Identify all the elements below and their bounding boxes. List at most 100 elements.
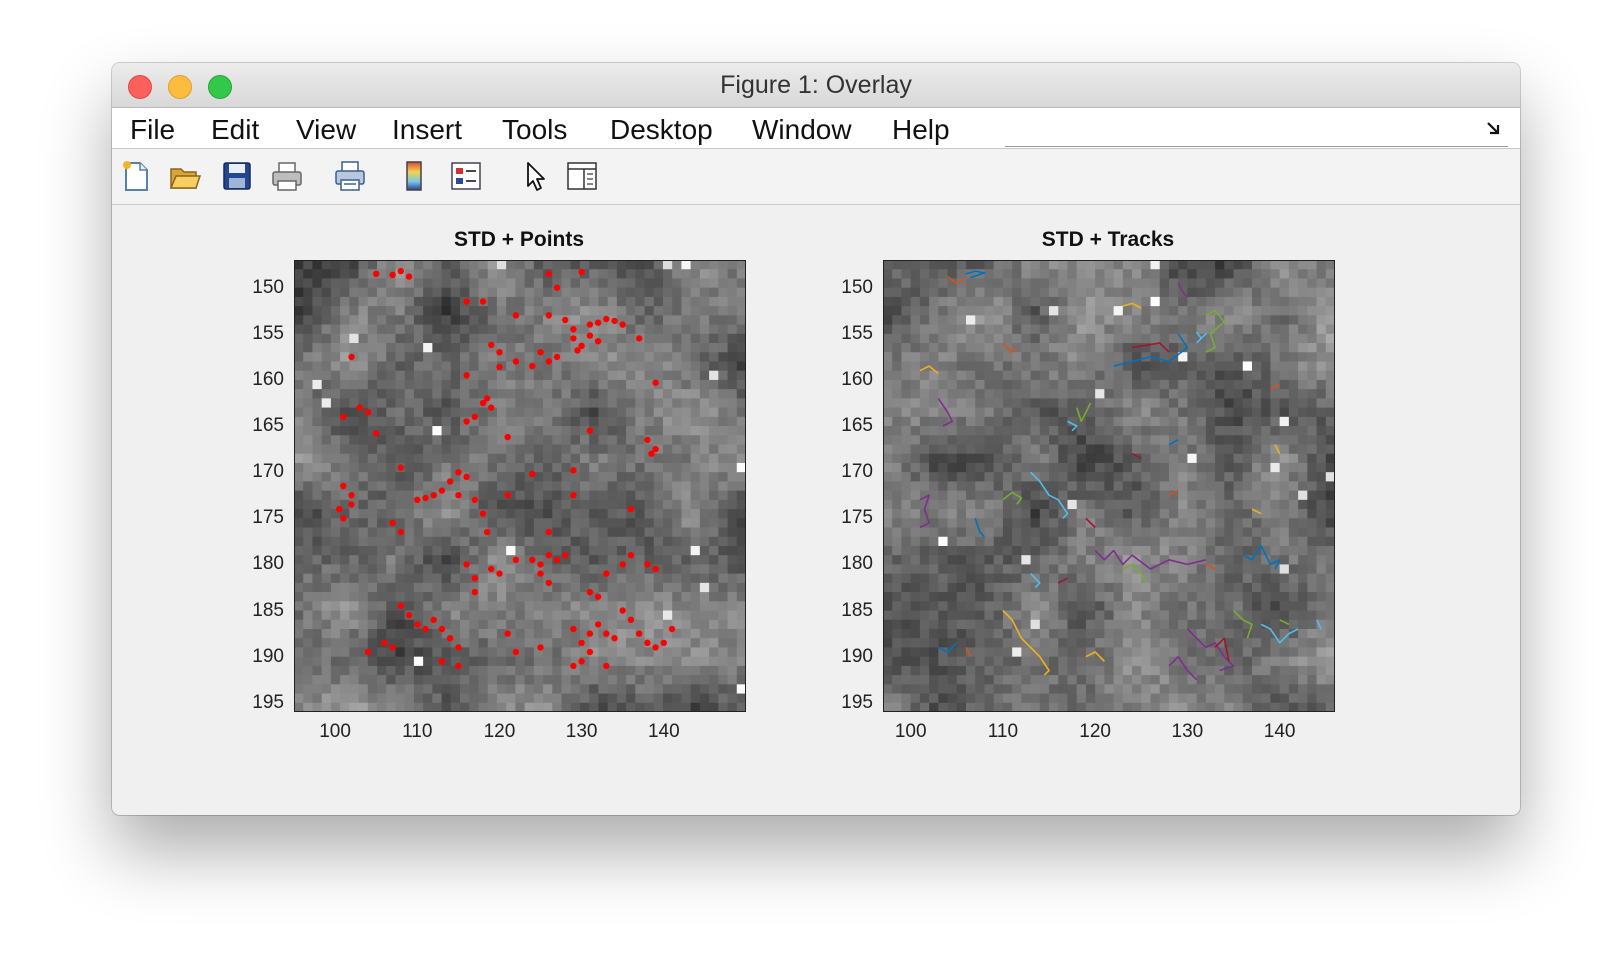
print-preview-icon[interactable] (332, 158, 368, 194)
menu-edit[interactable]: Edit (211, 114, 260, 145)
y-tick-label: 155 (841, 322, 873, 344)
data-point (405, 273, 413, 280)
track-line (974, 518, 986, 538)
dock-figure-icon[interactable] (1486, 120, 1504, 138)
data-point (348, 353, 355, 361)
menu-insert[interactable]: Insert (392, 114, 463, 145)
left-plot-title: STD + Points (453, 228, 585, 251)
data-point (648, 450, 655, 457)
data-point (644, 639, 651, 646)
x-tick-label: 100 (319, 721, 351, 742)
data-point (636, 335, 643, 342)
menu-file[interactable]: File (130, 114, 176, 145)
colorbar-icon[interactable] (397, 158, 433, 194)
menu-help[interactable]: Help (892, 114, 950, 145)
minimize-window-button[interactable] (168, 75, 192, 99)
print-icon[interactable] (269, 158, 305, 194)
data-point (570, 662, 577, 670)
data-point (422, 494, 429, 502)
data-point (446, 635, 454, 642)
data-point (627, 552, 635, 559)
data-point (570, 625, 577, 633)
window-title: Figure 1: Overlay (720, 71, 912, 99)
close-window-button[interactable] (128, 75, 152, 99)
x-tick-label: 140 (1263, 721, 1296, 742)
data-point (463, 473, 470, 480)
data-point (545, 528, 552, 536)
y-tick-label: 175 (252, 507, 284, 529)
menu-view[interactable]: View (296, 114, 357, 145)
track-line (1177, 282, 1188, 298)
data-point (603, 662, 610, 670)
menu-bar: File Edit View Insert Tools Desktop Wind… (112, 108, 1520, 149)
data-point (512, 312, 520, 319)
data-point (545, 552, 552, 559)
x-tick-label: 140 (647, 721, 680, 742)
menu-tools[interactable]: Tools (502, 114, 568, 145)
data-point (537, 570, 544, 577)
data-point (537, 561, 544, 568)
track-line (1279, 619, 1290, 626)
track-line (1214, 637, 1230, 662)
data-point (574, 347, 581, 354)
figure-canvas: STD + Points STD + Tracks 150 155 160 165 17… (112, 205, 1520, 815)
y-tick-label: 170 (252, 461, 284, 483)
track-line (1057, 577, 1068, 584)
property-editor-icon[interactable] (564, 158, 600, 194)
data-point (405, 611, 413, 619)
y-tick-label: 180 (841, 553, 873, 575)
right-axes-tracks[interactable] (883, 260, 1335, 712)
x-tick-label: 120 (483, 721, 516, 742)
left-axes-points[interactable] (294, 260, 746, 712)
menu-window[interactable]: Window (752, 114, 852, 145)
maximize-window-button[interactable] (208, 75, 232, 99)
data-point (488, 565, 495, 573)
new-figure-icon[interactable] (118, 158, 154, 194)
data-point (562, 316, 569, 324)
data-point (578, 639, 585, 646)
data-point (553, 284, 561, 291)
toolbar (112, 149, 1520, 205)
y-tick-label: 165 (252, 415, 284, 437)
menu-desktop[interactable]: Desktop (610, 114, 713, 145)
data-point (512, 358, 520, 365)
axes-frame (883, 260, 1335, 712)
data-point (336, 505, 343, 513)
track-line (1168, 655, 1198, 681)
data-point (603, 570, 610, 577)
y-tick-label: 150 (841, 276, 873, 298)
data-point (529, 556, 536, 563)
data-point (594, 593, 602, 600)
data-point (619, 561, 626, 568)
data-point (537, 349, 544, 356)
data-point (512, 648, 520, 656)
track-line (1251, 508, 1262, 515)
data-point (529, 470, 536, 478)
y-tick-label: 190 (841, 645, 873, 667)
y-tick-label: 195 (841, 691, 873, 713)
y-tick-label: 160 (252, 368, 284, 390)
legend-icon[interactable] (448, 158, 484, 194)
title-bar: Figure 1: Overlay (112, 63, 1520, 108)
data-point (578, 342, 585, 349)
std-image-background (294, 260, 746, 712)
open-file-icon[interactable] (167, 158, 203, 194)
data-point (479, 399, 487, 407)
y-tick-label: 190 (252, 645, 284, 667)
data-point (389, 644, 396, 651)
track-line (1067, 420, 1078, 432)
data-point (668, 625, 676, 633)
x-tick-label: 130 (565, 721, 598, 742)
y-tick-label: 165 (841, 415, 873, 437)
y-tick-label: 195 (252, 691, 284, 713)
data-point (483, 395, 491, 402)
track-line (1085, 651, 1105, 662)
data-point (414, 621, 421, 628)
data-point (619, 607, 626, 614)
data-point (438, 658, 446, 665)
data-point (373, 430, 380, 437)
axes-frame (294, 260, 746, 712)
select-pointer-icon[interactable] (518, 158, 554, 194)
save-icon[interactable] (219, 158, 255, 194)
track-line (1122, 302, 1142, 309)
